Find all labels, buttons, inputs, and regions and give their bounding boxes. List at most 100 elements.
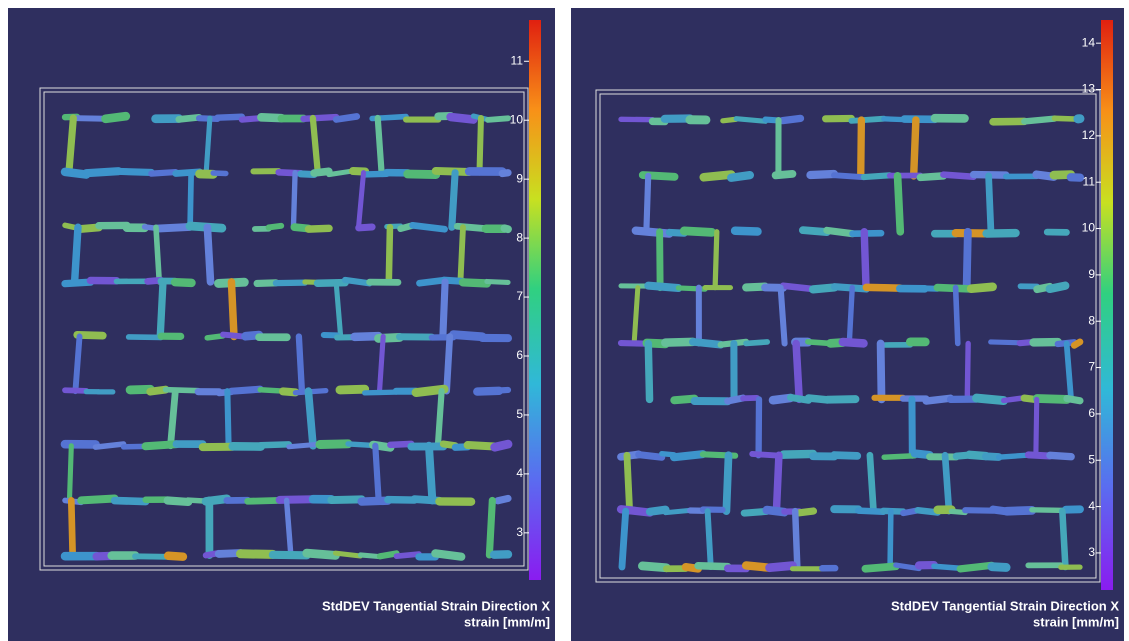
strain-joint [962,507,997,514]
strain-joint [156,278,167,341]
strain-joint [855,507,887,516]
strain-joint [148,168,179,177]
strain-joint [618,507,630,571]
strain-joint [931,563,963,571]
strain-joint [304,224,333,233]
strain-joint [730,226,762,236]
strain-joint [302,548,340,560]
strain-joint [357,496,392,506]
strain-joint [341,276,373,287]
strain-joint [335,384,370,395]
colorbar-tick-label: 11 [511,53,524,67]
strain-joint [295,333,306,395]
strain-joint [966,282,997,294]
strain-joint [679,226,717,237]
strain-joint [61,278,95,288]
colorbar-unit: strain [mm/m] [464,614,550,629]
frame-inner [43,91,525,567]
strain-joint [860,228,870,292]
strain-joint [393,551,422,560]
strain-joint [916,172,948,182]
strain-joint [224,388,232,449]
strain-joint [643,172,652,235]
strain-joint [857,116,866,180]
strain-joint [806,169,839,180]
strain-field [616,113,1085,573]
strain-joint [500,224,512,234]
strain-joint [846,284,855,347]
strain-joint [62,387,90,394]
strain-joint [272,279,309,287]
strain-joint [985,172,995,236]
strain-field [60,111,513,561]
strain-joint [332,113,361,123]
colorbar-tick-label: 8 [516,230,523,244]
strain-joint [204,333,226,341]
strain-joint [662,507,693,516]
strain-joint [779,282,817,293]
colorbar-tick-label: 6 [516,348,523,362]
strain-joint [162,386,202,394]
strain-joint [798,226,831,236]
strain-joint [416,276,448,287]
strain-joint [409,221,448,233]
colorbar-tick-label: 5 [516,407,523,421]
strain-joint [374,114,385,176]
strain-joint [424,441,437,505]
strain-joint [92,441,127,450]
strain-joint [439,278,449,341]
strain-joint [309,114,321,176]
strain-joint [823,226,857,238]
strain-joint [372,442,382,504]
strain-joint [114,167,155,176]
strain-joint [860,172,893,181]
strain-joint [1002,505,1037,516]
strain-joint [727,170,755,182]
strain-joint [376,550,400,560]
strain-joint [449,330,487,342]
strain-joint [304,387,317,450]
strain-joint [110,496,150,506]
colorbar-tick-label: 3 [516,525,523,539]
panel: 3 4 5 6 7 8 9 10 11 12 13 14 StdDEV Tangential Strai… [571,8,1124,641]
strain-joint [893,172,905,236]
colorbar-tick-label: 7 [516,289,523,303]
strain-joint [313,278,349,288]
strain-joint [777,284,788,347]
strain-joint [743,339,771,347]
strain-joint [410,495,444,505]
strain-joint [494,494,512,505]
strain-joint [893,562,922,572]
strain-joint [227,385,264,395]
strain-joint [1021,115,1058,125]
strain-joint [498,169,512,178]
strain-joint [1032,394,1072,404]
strain-joint [356,170,367,230]
strain-joint [644,281,683,293]
strain-joint [940,171,977,180]
strain-joint [948,508,968,516]
strain-joint [952,284,961,347]
colorbar-tick-label: 10 [1082,221,1096,235]
colorbar-tick-label: 9 [1088,267,1095,281]
strain-joint [772,451,783,515]
strain-joint [635,451,666,461]
panel-background [8,8,555,641]
frame-outer [595,89,1101,583]
frame-outer [39,87,529,571]
strain-joint [1070,338,1084,349]
strain-joint [187,169,194,231]
strain-joint [355,223,376,232]
strain-joint [485,496,496,559]
strain-joint [175,113,203,123]
strain-joint [227,278,238,341]
strain-joint [644,339,654,404]
panel-background [571,8,1124,641]
colorbar-tick-label: 10 [510,112,524,126]
strain-joint [253,279,280,288]
strain-joint [385,223,394,286]
strain-joint [962,227,972,292]
strain-joint [656,228,664,292]
strain-joint [733,116,769,124]
